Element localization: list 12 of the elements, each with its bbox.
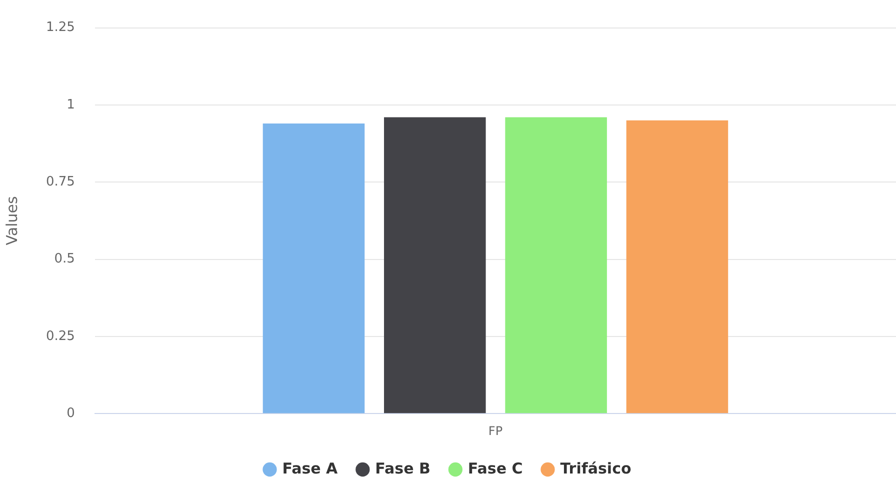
y-tick-label: 0.75: [46, 174, 75, 190]
legend-label: Fase B: [375, 459, 430, 478]
y-axis-title: Values: [2, 196, 21, 246]
y-tick-label: 1: [66, 97, 75, 112]
y-tick-label: 0.25: [46, 328, 75, 344]
x-tick-label: FP: [488, 424, 503, 438]
legend-label: Fase A: [282, 459, 338, 478]
y-tick-label: 1.25: [46, 20, 75, 36]
y-tick-label: 0.5: [54, 252, 75, 267]
y-tick-label: 0: [66, 406, 75, 421]
legend-label: Fase C: [468, 459, 523, 478]
legend-label: Trifásico: [560, 459, 632, 478]
